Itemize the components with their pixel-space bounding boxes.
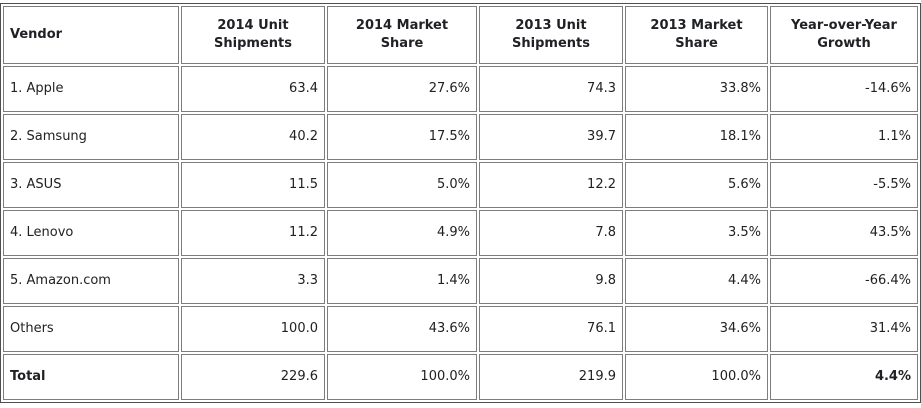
column-header-vendor: Vendor	[3, 6, 179, 64]
value-cell-2014-units: 3.3	[181, 258, 325, 304]
value-cell-yoy-growth: 43.5%	[770, 210, 918, 256]
value-cell-2013-share: 4.4%	[625, 258, 768, 304]
header-row: Vendor 2014 Unit Shipments 2014 Market S…	[3, 6, 918, 64]
vendor-cell: 4. Lenovo	[3, 210, 179, 256]
vendor-cell: 1. Apple	[3, 66, 179, 112]
value-cell-yoy-growth: -14.6%	[770, 66, 918, 112]
vendor-cell: 2. Samsung	[3, 114, 179, 160]
table-row-others: Others 100.0 43.6% 76.1 34.6% 31.4%	[3, 306, 918, 352]
value-cell-2013-units: 12.2	[479, 162, 623, 208]
table-row-apple: 1. Apple 63.4 27.6% 74.3 33.8% -14.6%	[3, 66, 918, 112]
value-cell-2013-share: 5.6%	[625, 162, 768, 208]
value-cell-2013-units: 39.7	[479, 114, 623, 160]
value-cell-2013-share: 33.8%	[625, 66, 768, 112]
value-cell-2014-share: 43.6%	[327, 306, 477, 352]
table-row-amazon: 5. Amazon.com 3.3 1.4% 9.8 4.4% -66.4%	[3, 258, 918, 304]
value-cell-2013-share: 100.0%	[625, 354, 768, 400]
column-header-2014-unit-shipments: 2014 Unit Shipments	[181, 6, 325, 64]
value-cell-2014-share: 17.5%	[327, 114, 477, 160]
vendor-cell: 3. ASUS	[3, 162, 179, 208]
column-header-2013-market-share: 2013 Market Share	[625, 6, 768, 64]
total-label-cell: Total	[3, 354, 179, 400]
value-cell-2014-share: 27.6%	[327, 66, 477, 112]
value-cell-2014-units: 63.4	[181, 66, 325, 112]
value-cell-2013-units: 9.8	[479, 258, 623, 304]
value-cell-yoy-growth: 31.4%	[770, 306, 918, 352]
value-cell-2013-units: 7.8	[479, 210, 623, 256]
value-cell-2014-units: 100.0	[181, 306, 325, 352]
value-cell-yoy-growth: 1.1%	[770, 114, 918, 160]
vendor-cell: Others	[3, 306, 179, 352]
column-header-yoy-growth: Year-over-Year Growth	[770, 6, 918, 64]
value-cell-2014-units: 229.6	[181, 354, 325, 400]
value-cell-yoy-growth: -5.5%	[770, 162, 918, 208]
value-cell-2014-units: 11.5	[181, 162, 325, 208]
value-cell-2013-share: 3.5%	[625, 210, 768, 256]
value-cell-2013-share: 18.1%	[625, 114, 768, 160]
value-cell-2014-share: 100.0%	[327, 354, 477, 400]
column-header-2013-unit-shipments: 2013 Unit Shipments	[479, 6, 623, 64]
table-row-total: Total 229.6 100.0% 219.9 100.0% 4.4%	[3, 354, 918, 400]
value-cell-yoy-growth: -66.4%	[770, 258, 918, 304]
table-row-samsung: 2. Samsung 40.2 17.5% 39.7 18.1% 1.1%	[3, 114, 918, 160]
value-cell-2013-units: 74.3	[479, 66, 623, 112]
value-cell-2013-units: 76.1	[479, 306, 623, 352]
vendor-cell: 5. Amazon.com	[3, 258, 179, 304]
value-cell-2014-units: 11.2	[181, 210, 325, 256]
value-cell-2013-units: 219.9	[479, 354, 623, 400]
column-header-2014-market-share: 2014 Market Share	[327, 6, 477, 64]
value-cell-yoy-growth: 4.4%	[770, 354, 918, 400]
value-cell-2014-share: 5.0%	[327, 162, 477, 208]
table-row-lenovo: 4. Lenovo 11.2 4.9% 7.8 3.5% 43.5%	[3, 210, 918, 256]
table-row-asus: 3. ASUS 11.5 5.0% 12.2 5.6% -5.5%	[3, 162, 918, 208]
value-cell-2013-share: 34.6%	[625, 306, 768, 352]
value-cell-2014-share: 1.4%	[327, 258, 477, 304]
value-cell-2014-share: 4.9%	[327, 210, 477, 256]
tablet-vendor-shipments-table: Vendor 2014 Unit Shipments 2014 Market S…	[0, 3, 921, 403]
value-cell-2014-units: 40.2	[181, 114, 325, 160]
